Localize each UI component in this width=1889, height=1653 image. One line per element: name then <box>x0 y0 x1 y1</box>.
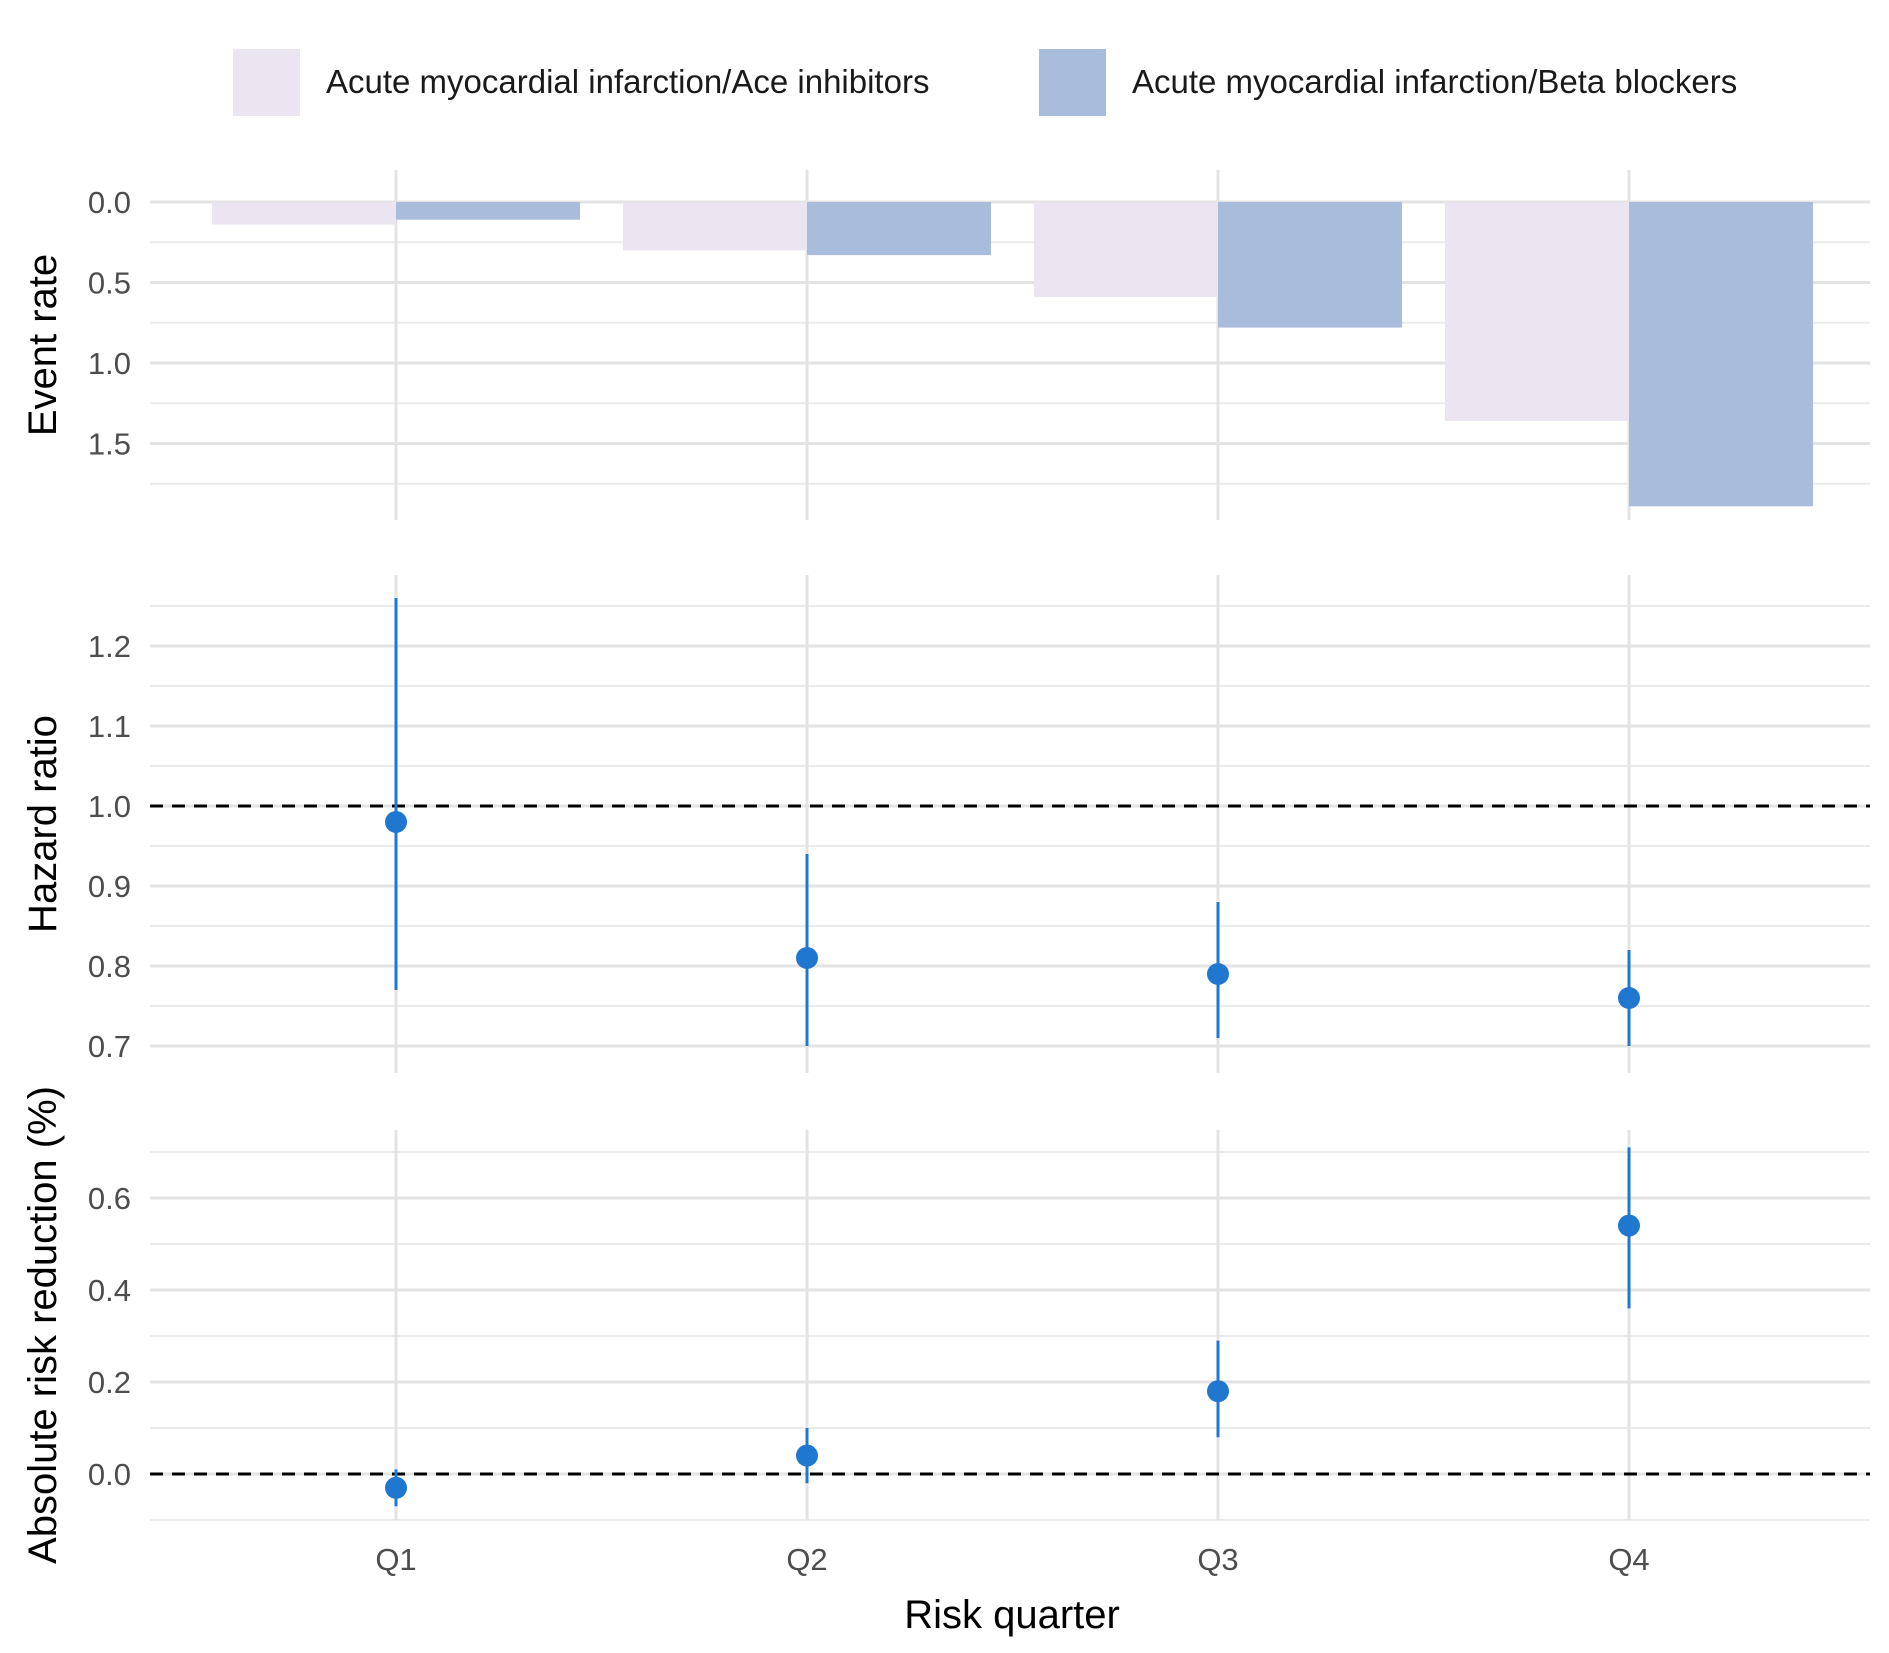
bar-beta-blockers-q4 <box>1629 202 1813 507</box>
bar-beta-blockers-q3 <box>1218 202 1402 328</box>
legend-item-beta-blockers: Acute myocardial infarction/Beta blocker… <box>1039 47 1737 117</box>
y-tick-label: 1.2 <box>88 629 131 664</box>
legend: Acute myocardial infarction/Ace inhibito… <box>0 47 1889 117</box>
y-tick-label: 0.0 <box>88 185 131 220</box>
x-tick-label: Q2 <box>786 1542 827 1577</box>
y-tick-label: 1.5 <box>88 427 131 462</box>
y-tick-label: 0.6 <box>88 1181 131 1216</box>
y-axis-title: Event rate <box>21 254 65 436</box>
y-tick-label: 1.1 <box>88 709 131 744</box>
bar-beta-blockers-q2 <box>807 202 991 256</box>
x-tick-label: Q4 <box>1608 1542 1649 1577</box>
y-tick-label: 0.0 <box>88 1457 131 1492</box>
bar-beta-blockers-q1 <box>396 202 580 220</box>
legend-item-ace-inhibitors: Acute myocardial infarction/Ace inhibito… <box>233 47 929 117</box>
point-q3 <box>1207 1380 1229 1403</box>
legend-label-ace-inhibitors: Acute myocardial infarction/Ace inhibito… <box>326 63 930 100</box>
bar-ace-inhibitors-q4 <box>1445 202 1629 421</box>
bar-ace-inhibitors-q3 <box>1034 202 1218 297</box>
panel-absolute-risk-reduction: 0.0 0.2 0.4 0.6 Absolute risk reduction (%) <box>21 1086 1870 1564</box>
legend-swatch-ace-inhibitors <box>233 48 300 116</box>
x-tick-label: Q1 <box>375 1542 416 1577</box>
x-tick-label: Q3 <box>1197 1542 1238 1577</box>
legend-label-beta-blockers: Acute myocardial infarction/Beta blocker… <box>1132 63 1738 100</box>
point-q1 <box>385 811 407 833</box>
y-tick-label: 1.0 <box>88 789 131 824</box>
y-axis-title: Hazard ratio <box>21 715 65 933</box>
y-tick-label: 0.4 <box>88 1273 131 1308</box>
point-q4 <box>1618 987 1640 1009</box>
panel-event-rate: 0.0 0.5 1.0 1.5 Event rate <box>21 170 1870 520</box>
y-axis-title: Absolute risk reduction (%) <box>21 1086 65 1564</box>
point-q3 <box>1207 963 1229 985</box>
y-tick-label: 0.2 <box>88 1365 131 1400</box>
y-tick-label: 0.9 <box>88 869 131 904</box>
bar-ace-inhibitors-q1 <box>212 202 396 225</box>
legend-swatch-beta-blockers <box>1039 48 1106 116</box>
y-tick-label: 1.0 <box>88 346 131 381</box>
panel-hazard-ratio: 0.7 0.8 0.9 1.0 1.1 1.2 Hazard ratio <box>21 575 1870 1073</box>
bar-ace-inhibitors-q2 <box>623 202 807 251</box>
y-tick-label: 0.7 <box>88 1029 131 1064</box>
point-q4 <box>1618 1214 1640 1237</box>
point-q2 <box>796 1444 818 1467</box>
y-tick-label: 0.5 <box>88 266 131 301</box>
y-tick-label: 0.8 <box>88 949 131 984</box>
x-axis-title: Risk quarter <box>904 1593 1120 1637</box>
point-q2 <box>796 947 818 969</box>
point-q1 <box>385 1476 407 1499</box>
